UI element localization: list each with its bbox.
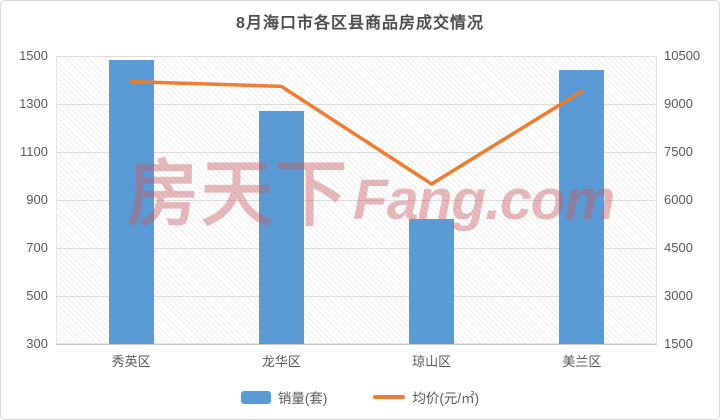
category-label: 秀英区 — [111, 354, 151, 369]
bar — [258, 111, 304, 344]
right-axis-tick: 6000 — [664, 192, 693, 207]
line-swatch-icon — [373, 395, 406, 399]
bar — [409, 219, 455, 344]
bar — [559, 70, 605, 344]
right-axis-tick: 7500 — [664, 144, 693, 159]
legend-label-price: 均价(元/㎡) — [412, 391, 480, 406]
legend-item-price: 均价(元/㎡) — [373, 387, 479, 407]
left-axis-tick: 1100 — [20, 144, 48, 159]
gridline — [56, 295, 657, 297]
gridline — [56, 55, 657, 57]
right-axis-tick: 4500 — [664, 240, 693, 255]
legend: 销量(套) 均价(元/㎡) — [1, 387, 719, 407]
left-axis-tick: 300 — [26, 336, 48, 351]
left-axis-tick: 1500 — [19, 48, 48, 63]
left-axis-tick: 500 — [26, 288, 48, 303]
right-axis-tick: 10500 — [664, 48, 701, 63]
right-axis-tick: 1500 — [664, 336, 693, 351]
legend-label-sales: 销量(套) — [277, 391, 328, 406]
bar — [108, 59, 154, 344]
left-axis-tick: 1300 — [19, 96, 48, 111]
bar-swatch-icon — [240, 390, 271, 404]
gridline — [56, 343, 657, 345]
chart-title: 8月海口市各区县商品房成交情况 — [236, 15, 484, 32]
gridline — [56, 247, 657, 249]
category-label: 琼山区 — [412, 354, 452, 369]
right-axis-tick: 9000 — [664, 96, 693, 111]
gridline — [56, 199, 657, 201]
category-label: 龙华区 — [261, 354, 301, 369]
legend-item-sales: 销量(套) — [240, 387, 328, 407]
left-axis-tick: 700 — [26, 240, 48, 255]
right-axis-tick: 3000 — [664, 288, 693, 303]
category-label: 美兰区 — [562, 354, 602, 369]
left-axis-tick: 900 — [26, 192, 48, 207]
